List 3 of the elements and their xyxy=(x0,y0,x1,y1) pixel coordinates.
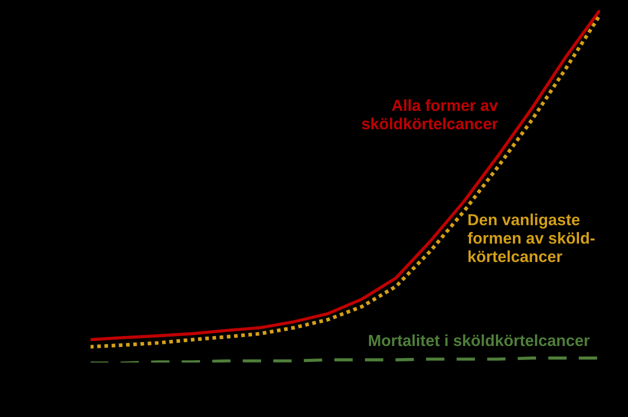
series-label: Mortalitet i sköldkörtelcancer xyxy=(368,334,590,346)
series-label: Alla former av sköldkörtelcancer xyxy=(362,99,498,130)
series-label: Den vanligaste formen av sköld- körtelcancer xyxy=(468,214,595,262)
